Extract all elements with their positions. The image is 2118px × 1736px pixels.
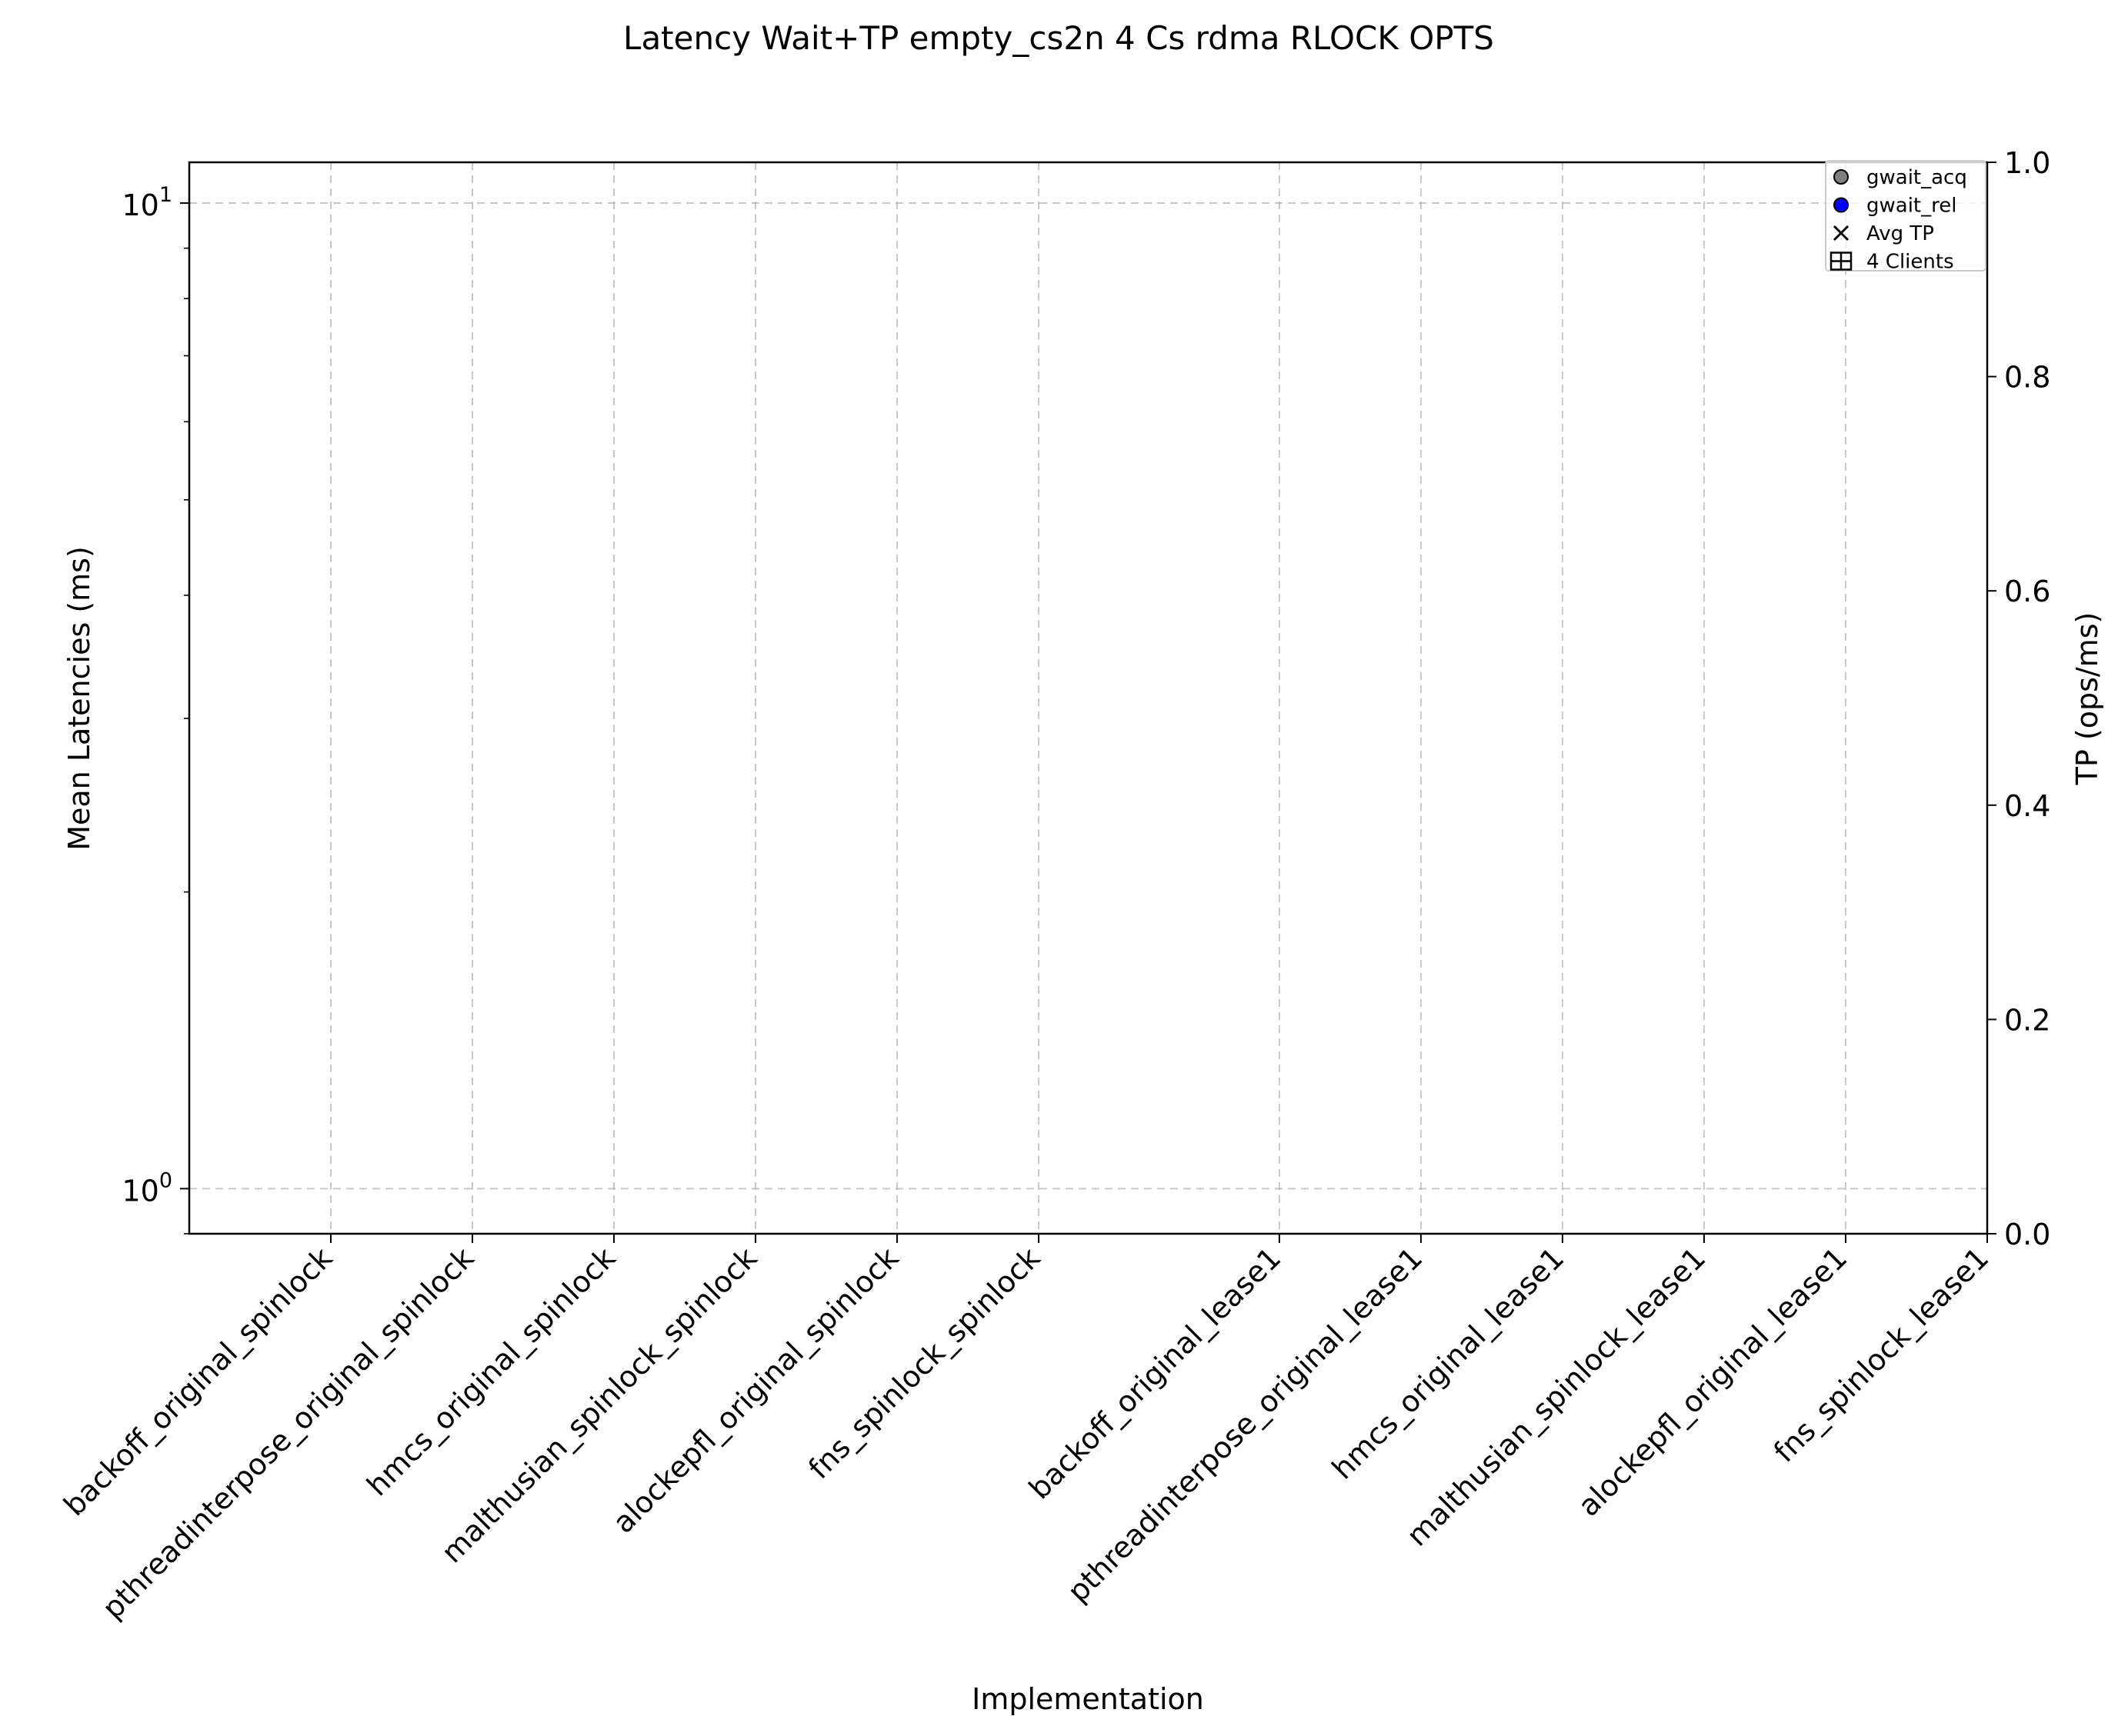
y2-tick-label: 0.8 <box>2004 361 2050 395</box>
y2-tick-label: 0.6 <box>2004 575 2050 608</box>
y-tick-label: 100 <box>122 1168 172 1208</box>
legend-label: 4 Clients <box>1866 251 1954 274</box>
x-axis: backoff_original_spinlockpthreadinterpos… <box>57 1234 1995 1625</box>
y-axis-label: Mean Latencies (ms) <box>62 546 96 851</box>
legend-marker <box>1829 252 1853 271</box>
x-tick-label: hmcs_original_lease1 <box>1326 1241 1570 1485</box>
y2-tick-label: 0.4 <box>2004 789 2050 823</box>
legend-marker <box>1833 197 1849 213</box>
legend-frame <box>1825 160 1986 272</box>
x-tick-label: fns_spinlock_spinlock <box>802 1241 1046 1485</box>
y-axis-left: 100 101 <box>122 183 189 1235</box>
legend-marker <box>1833 169 1849 185</box>
x-tick-label: alockepfl_original_lease1 <box>1572 1241 1854 1523</box>
grid <box>189 162 1988 1234</box>
x-tick-label: alockepfl_original_spinlock <box>606 1241 905 1539</box>
y2-tick-label: 0.0 <box>2004 1218 2050 1251</box>
legend-marker <box>1833 225 1849 242</box>
x-tick-label: malthusian_spinlock_lease1 <box>1400 1241 1713 1553</box>
legend: gwait_acq gwait_rel Avg TP 4 Clients <box>1825 160 1986 274</box>
y-axis-right: 0.0 0.2 0.4 0.6 0.8 1.0 <box>1987 146 2050 1251</box>
legend-label: Avg TP <box>1866 222 1934 245</box>
x-tick-label: backoff_original_lease1 <box>1022 1241 1287 1505</box>
y2-tick-label: 0.2 <box>2004 1003 2050 1037</box>
x-tick-label: hmcs_original_spinlock <box>360 1241 622 1502</box>
x-axis-label: Implementation <box>972 1682 1204 1716</box>
legend-label: gwait_rel <box>1866 195 1956 218</box>
legend-label: gwait_acq <box>1866 166 1967 189</box>
chart-title: Latency Wait+TP empty_cs2n 4 Cs rdma RLO… <box>623 19 1494 57</box>
y2-axis-label: TP (ops/ms) <box>2070 612 2104 786</box>
plot-area <box>188 161 1989 1235</box>
x-tick-label: malthusian_spinlock_spinlock <box>435 1241 763 1569</box>
y-tick-label: 101 <box>122 183 172 222</box>
x-tick-label: backoff_original_spinlock <box>57 1241 339 1522</box>
y2-tick-label: 1.0 <box>2004 146 2050 180</box>
